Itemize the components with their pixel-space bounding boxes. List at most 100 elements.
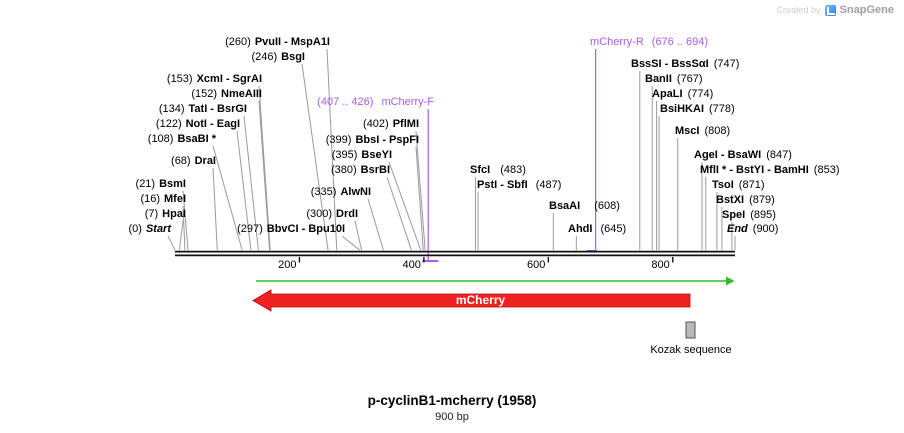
site-position: (122) [155, 118, 182, 130]
site-position: (645) [600, 223, 627, 235]
site-label-bbvci-bpu10i: (297) BbvCI - Bpu10I [237, 223, 345, 236]
site-position: (380) [330, 164, 357, 176]
tick-label-600: 600 [526, 259, 546, 271]
site-enzymes: BbsI - PspFI [355, 134, 419, 146]
site-enzymes: HpaI [162, 208, 186, 220]
site-label-mfli-bstyi-bamhi: MflI * - BstYI - BamHI (853) [700, 164, 839, 177]
primer-name: mCherry-R [590, 36, 644, 48]
site-label-agei-bsawi: AgeI - BsaWI (847) [694, 149, 792, 162]
callout-line-drdi [354, 220, 363, 251]
site-enzymes: NotI - EagI [185, 118, 240, 130]
callout-line-bbsi-pspfi [415, 146, 424, 251]
site-position: (260) [225, 36, 251, 48]
site-enzymes: BanII [645, 73, 672, 85]
callout-line-bsmi [182, 190, 189, 251]
site-label-msci: MscI (808) [675, 125, 730, 138]
feature-box-kozak-sequence [685, 321, 696, 339]
site-label-end: End (900) [727, 223, 778, 236]
primer-range: (407 .. 426) [317, 96, 374, 108]
site-label-nmeaiii: (152) NmeAIII [191, 88, 262, 101]
site-position: (778) [709, 103, 735, 115]
site-enzymes: PflMI [392, 118, 419, 130]
site-enzymes: AgeI - BsaWI [694, 149, 762, 161]
tick-label-400: 400 [402, 259, 421, 271]
site-position: (134) [158, 103, 185, 115]
feature-label-mcherry: mCherry [455, 293, 506, 307]
callout-line-mfei [182, 205, 186, 251]
site-label-xcmi-sgrai: (153) XcmI - SgrAI [167, 73, 262, 86]
site-enzymes: NmeAIII [221, 88, 262, 100]
callout-line-bsabi [212, 145, 243, 251]
site-enzymes: BsaAI [549, 200, 581, 212]
callout-line-hpai [178, 220, 184, 251]
site-position: (108) [147, 133, 174, 145]
site-enzymes: MfeI [164, 193, 186, 205]
callout-line-xcmi-sgrai [258, 85, 271, 251]
site-label-noti-eagi: (122) NotI - EagI [156, 118, 240, 131]
site-position: (297) [237, 223, 263, 235]
site-position: (871) [738, 179, 765, 191]
site-label-bbsi-pspfi: (399) BbsI - PspFI [326, 134, 419, 147]
callout-line-drai [212, 167, 218, 251]
map-title: p-cyclinB1-mcherry (1958) [367, 393, 537, 408]
site-position: (16) [140, 193, 160, 205]
site-enzymes: PstI - SbfI [477, 179, 528, 191]
site-enzymes: BsrBI [360, 164, 390, 176]
site-enzymes: BsgI [281, 51, 305, 63]
site-label-bsmi: (21) BsmI [136, 178, 186, 191]
site-label-spei: SpeI (895) [722, 209, 776, 222]
site-enzymes: SpeI [722, 209, 746, 221]
site-enzymes: XcmI - SgrAI [196, 73, 262, 85]
site-label-ahdi: AhdI (645) [568, 223, 626, 236]
site-enzymes: SfcI [470, 164, 491, 176]
site-position: (808) [704, 125, 731, 137]
site-label-drai: (68) DraI [171, 155, 216, 168]
site-label-bsaai: BsaAI (608) [549, 200, 620, 213]
feature-arrow-mcherry [252, 289, 691, 312]
site-enzymes: DrdI [336, 208, 358, 220]
site-label-bstxi: BstXI (879) [716, 194, 775, 207]
callout-line-bseyi [388, 161, 422, 251]
site-position: (395) [331, 149, 358, 161]
site-position: (487) [535, 179, 562, 191]
callout-line-bsgi [301, 63, 329, 251]
watermark-created-by-text: Created by [776, 5, 821, 15]
callout-line-nmeaiii [258, 100, 271, 251]
site-enzymes: MflI * - BstYI - BamHI [700, 164, 809, 176]
map-length-text: 900 bp [435, 411, 469, 423]
callout-line-pvuii-mspa1i [326, 48, 338, 251]
site-position: (21) [135, 178, 156, 190]
site-position: (68) [171, 155, 191, 167]
site-label-pvuii-mspa1i: (260) PvuII - MspA1I [225, 36, 330, 49]
site-label-bsrbi: (380) BsrBI [331, 164, 390, 177]
site-label-tati-bsrgi: (134) TatI - BsrGI [159, 103, 247, 116]
site-position: (879) [749, 194, 775, 206]
site-position: (335) [310, 186, 337, 198]
callout-line-bbvci-bpu10i [341, 235, 361, 251]
site-enzymes: AhdI [568, 223, 593, 235]
callout-line-bsrbi [386, 176, 412, 251]
site-label-bsssi-bsss-i: BssSI - BssSαI (747) [631, 58, 739, 71]
site-position: (0) [128, 223, 142, 235]
site-label-alwni: (335) AlwNI [311, 186, 371, 199]
site-position: (895) [750, 209, 776, 221]
site-position: (153) [166, 73, 193, 85]
site-enzymes: Start [145, 223, 171, 235]
site-position: (300) [306, 208, 332, 220]
site-enzymes: BbvCI - Bpu10I [266, 223, 345, 235]
site-position: (483) [500, 164, 526, 176]
site-label-pflmi: (402) PflMI [363, 118, 419, 131]
site-position: (608) [594, 200, 620, 212]
green-span-arrowhead-icon [726, 276, 735, 286]
feature-label-kozak-sequence: Kozak sequence [650, 344, 732, 356]
site-position: (747) [713, 58, 740, 70]
site-position: (399) [325, 134, 352, 146]
site-enzymes: End [727, 223, 748, 235]
site-label-sfci: SfcI (483) [470, 164, 526, 177]
site-enzymes: AlwNI [340, 186, 371, 198]
site-enzymes: PvuII - MspA1I [254, 36, 330, 48]
site-label-mfei: (16) MfeI [140, 193, 186, 206]
site-position: (7) [144, 208, 159, 220]
